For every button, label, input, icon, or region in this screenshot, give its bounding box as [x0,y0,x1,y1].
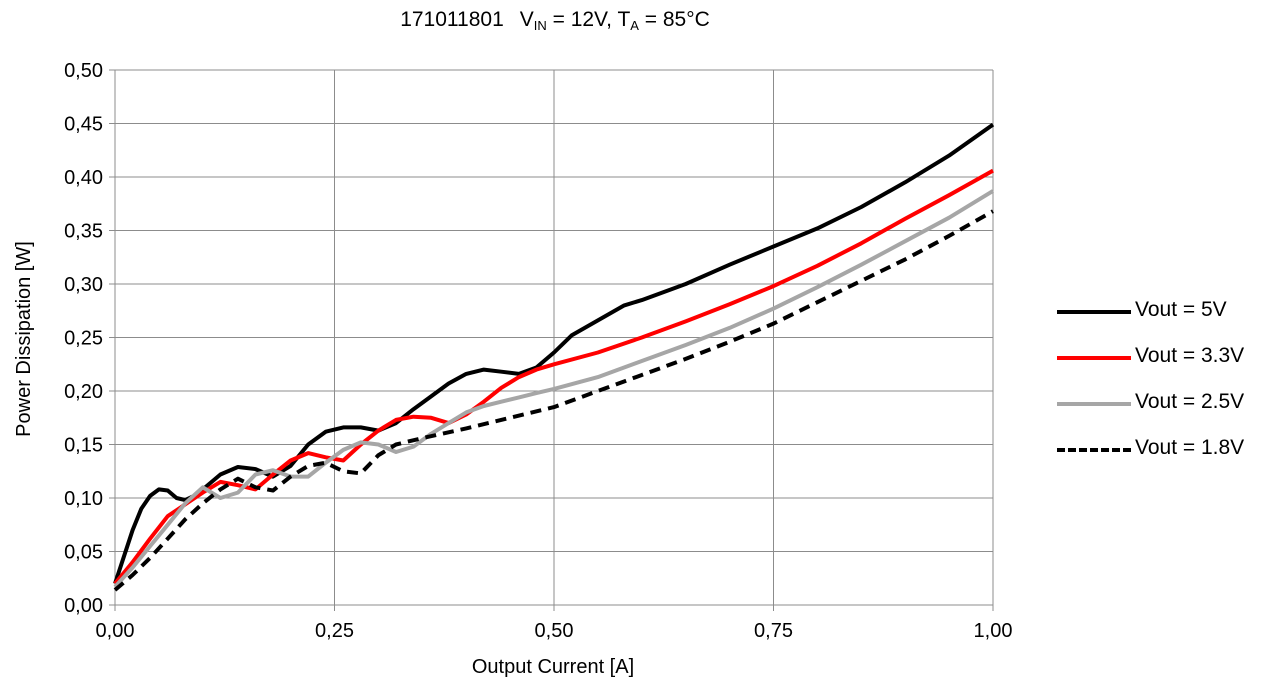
x-axis-label: Output Current [A] [472,656,634,678]
series-lines [113,122,995,592]
x-tick-label: 0,25 [315,620,354,642]
legend-label: Vout = 3.3V [1135,344,1245,367]
x-tick-label: 0,00 [96,620,135,642]
legend-label: Vout = 5V [1135,298,1227,321]
y-tick-label: 0,50 [64,60,103,82]
series-line-1 [113,168,994,585]
y-tick-label: 0,30 [64,274,103,296]
x-tick-label: 0,50 [535,620,574,642]
x-tick-label: 0,75 [754,620,793,642]
legend-swatch [1057,402,1131,406]
y-tick-label: 0,25 [64,328,103,350]
legend-label: Vout = 2.5V [1135,390,1245,413]
series-line-3 [113,209,994,592]
title-vin-value: = 12V, [546,8,618,31]
title-vin-subscript: IN [533,18,547,33]
legend-swatch [1057,310,1131,314]
y-tick-label: 0,10 [64,488,103,510]
y-tick-label: 0,05 [64,542,103,564]
legend-swatch [1057,448,1131,452]
title-vin-symbol: V [519,8,534,31]
y-tick-label: 0,40 [64,167,103,189]
y-axis-label: Power Dissipation [W] [13,241,35,437]
title-part-number: 171011801 [400,8,504,31]
title-ta-subscript: A [630,18,639,33]
series-line-2 [113,189,995,589]
y-tick-label: 0,45 [64,114,103,136]
grid-lines [109,69,994,611]
y-tick-label: 0,00 [64,595,103,617]
legend-label: Vout = 1.8V [1135,436,1245,459]
title-ta-symbol: T [617,8,631,31]
x-tick-label: 1,00 [974,620,1013,642]
y-tick-label: 0,20 [64,381,103,403]
legend-swatch [1057,356,1131,360]
tick-labels: 0,00 0,05 0,10 0,15 0,20 0,25 0,30 0,35 0,40 0,45… [64,60,1012,642]
y-tick-label: 0,35 [64,221,103,243]
y-tick-label: 0,15 [64,435,103,457]
chart-title: 171011801 VIN = 12V, TA = 85°C [0,8,1110,33]
series-line-0 [113,122,995,585]
title-ta-value: = 85°C [638,8,710,31]
